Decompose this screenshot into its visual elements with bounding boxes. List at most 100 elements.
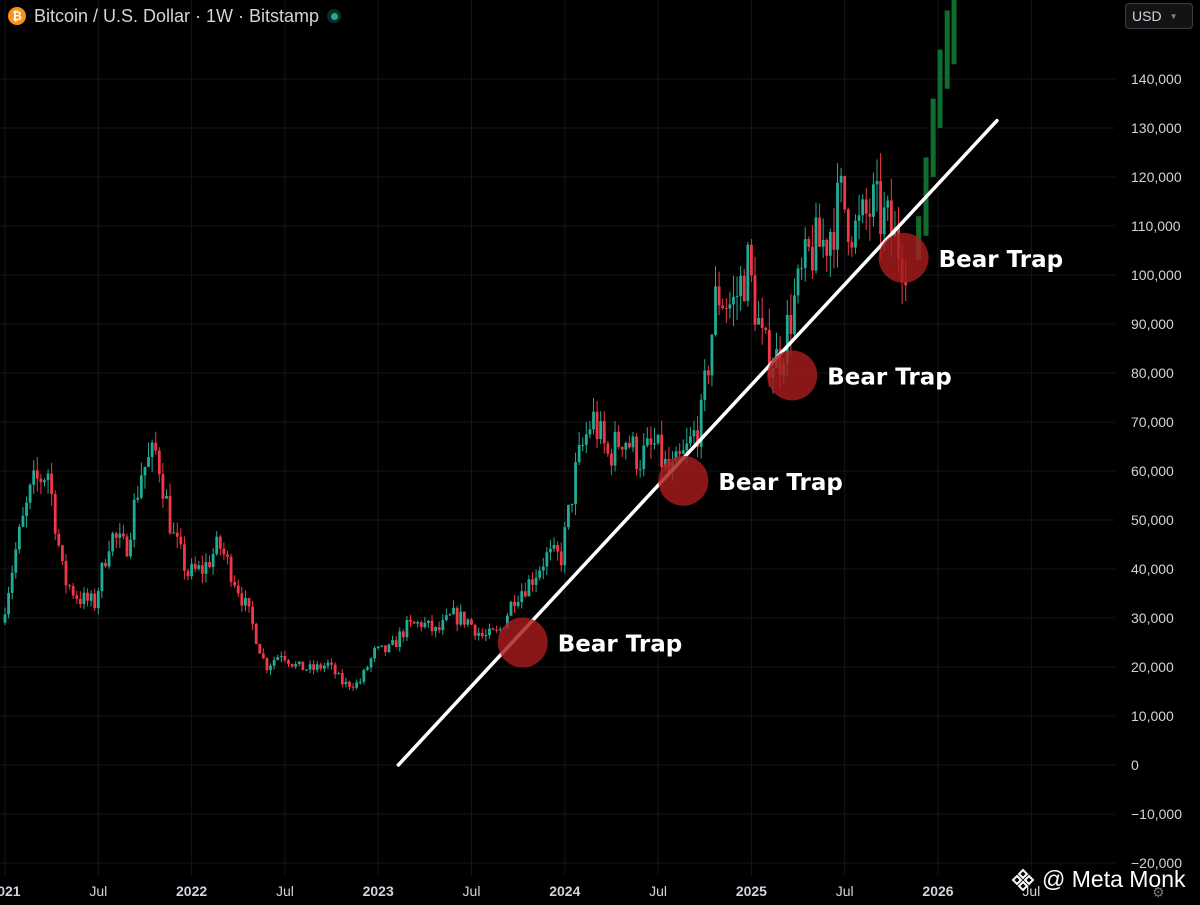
candle (427, 620, 430, 628)
candle-body (491, 628, 495, 630)
candle (818, 203, 821, 248)
candle (362, 668, 366, 685)
candle-body (57, 533, 61, 546)
candle-body (107, 551, 111, 567)
bear-trap-label: Bear Trap (558, 632, 683, 658)
candle-body (793, 295, 796, 335)
candle-body (653, 443, 656, 445)
candle (470, 617, 473, 626)
candle-body (642, 445, 646, 469)
candle-body (344, 681, 348, 685)
candle-body (283, 655, 287, 661)
candle (107, 540, 111, 569)
candle-body (746, 244, 750, 302)
candle (315, 661, 319, 673)
candle-body (125, 536, 129, 557)
currency-selector[interactable]: USD ▼ (1125, 3, 1193, 29)
candle (430, 615, 434, 636)
candle-body (592, 411, 595, 430)
candle (688, 427, 692, 447)
candle-body (843, 175, 847, 210)
candle-body (441, 619, 445, 631)
candle (488, 623, 491, 640)
candle-body (17, 526, 21, 550)
candle (793, 278, 796, 338)
candle (254, 622, 258, 645)
y-tick-label: 80,000 (1131, 365, 1174, 381)
candle-body (193, 563, 197, 569)
candle-body (236, 585, 240, 594)
candle-body (68, 585, 71, 587)
candle-body (319, 664, 323, 669)
candle-body (613, 431, 617, 466)
candle (265, 657, 269, 674)
candle-body (495, 629, 499, 631)
candle (93, 588, 97, 611)
candle (61, 544, 64, 565)
candle (89, 590, 93, 607)
candle (236, 579, 240, 598)
candle (656, 434, 660, 446)
candle-body (261, 653, 265, 659)
y-tick-label: 20,000 (1131, 659, 1174, 675)
candle (832, 207, 836, 269)
candle (122, 524, 125, 540)
candle (441, 614, 445, 635)
candle-body (383, 645, 387, 653)
candle-body (703, 370, 707, 400)
candle (728, 291, 732, 319)
candle (297, 661, 301, 667)
x-tick-label: 2024 (549, 883, 580, 899)
candle (803, 227, 807, 282)
candle (434, 626, 438, 638)
candle-body (78, 598, 82, 605)
candle-body (10, 572, 14, 593)
bitcoin-icon: ₿ (8, 7, 26, 25)
projected-candle (951, 0, 957, 65)
candle-body (172, 532, 176, 534)
candle (857, 194, 861, 240)
candle-body (161, 474, 165, 499)
candle-body (610, 453, 613, 466)
y-tick-label: 10,000 (1131, 708, 1174, 724)
candle-body (132, 499, 136, 540)
x-tick-label: 2022 (176, 883, 207, 899)
candle (566, 504, 570, 530)
candle-body (678, 451, 682, 454)
candle-body (807, 239, 811, 247)
candle-body (789, 314, 793, 335)
y-tick-label: 70,000 (1131, 414, 1174, 430)
candle-body (498, 629, 502, 631)
candle-body (322, 665, 326, 669)
candle (696, 415, 699, 458)
candle (394, 636, 398, 648)
candle-body (764, 327, 768, 330)
candle (480, 628, 484, 639)
x-tick-label: Jul (836, 883, 854, 899)
candle (419, 620, 423, 632)
candle-body (226, 554, 229, 557)
candle (872, 172, 875, 227)
candle (21, 507, 25, 528)
gear-icon[interactable]: ⚙ (1152, 884, 1165, 900)
candle-body (750, 244, 753, 276)
candle (538, 566, 542, 581)
candle (57, 528, 61, 548)
candle-body (444, 615, 448, 620)
candle-body (7, 592, 10, 615)
symbol-title[interactable]: Bitcoin / U.S. Dollar · 1W · Bitstamp (34, 5, 320, 26)
candle (753, 256, 757, 332)
candle-body (588, 429, 592, 435)
candle (3, 607, 7, 625)
candle (836, 163, 839, 268)
candle (692, 420, 696, 444)
candle (714, 266, 717, 337)
candle (635, 433, 638, 476)
candle (577, 432, 581, 466)
candle (290, 663, 294, 668)
candle (111, 531, 115, 557)
candle (25, 496, 28, 528)
x-tick-label: Jul (649, 883, 667, 899)
candle-body (796, 268, 800, 296)
